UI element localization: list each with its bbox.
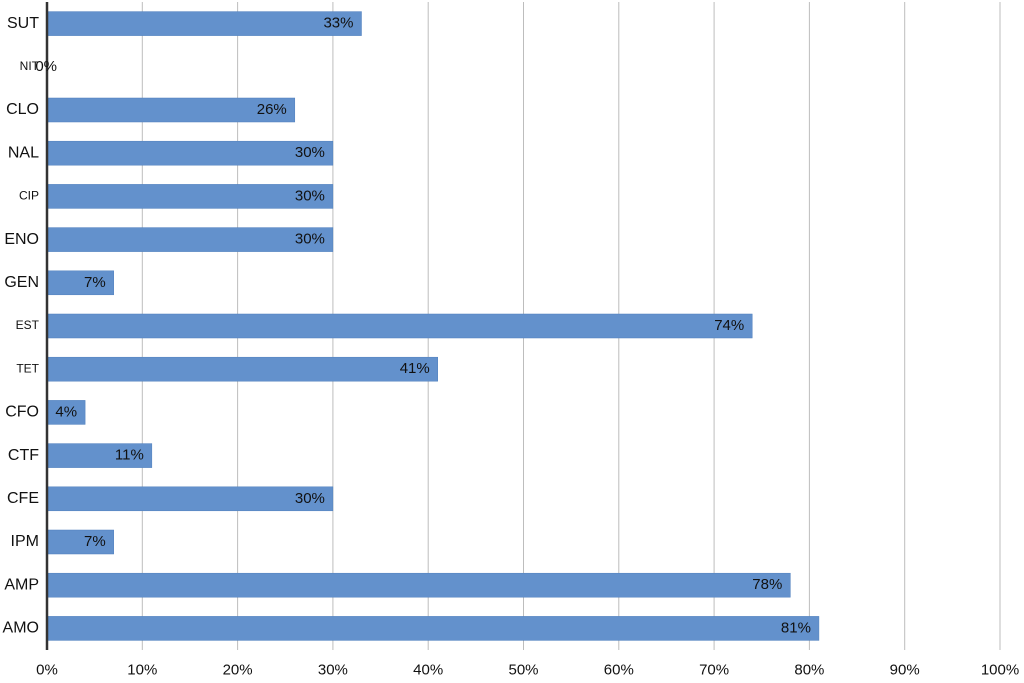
data-label: 7% [84,533,106,550]
data-label: 74% [714,317,744,334]
bar [46,11,362,36]
category-label: EST [16,318,40,332]
labels: 0% 10% 20% 30% 40% 50% 60% 70% 80% 90% 100% SUT 33% N… [3,15,1020,679]
data-label: 30% [295,490,325,507]
bar [46,184,334,209]
category-label: CLO [6,101,39,118]
data-label: 11% [115,447,144,464]
category-label: CFE [7,490,39,507]
data-label: 78% [752,576,782,593]
x-tick-label: 90% [890,661,920,678]
category-label: IPM [11,533,39,550]
data-label: 4% [55,403,77,420]
x-tick-label: 50% [508,661,538,678]
x-tick-label: 10% [127,661,157,678]
x-tick-label: 30% [318,661,348,678]
bar [46,572,791,598]
x-tick-label: 60% [604,661,634,678]
bar [46,140,334,166]
bar [46,227,334,252]
x-tick-label: 40% [413,661,443,678]
bar [46,486,334,512]
data-label: 41% [400,360,430,377]
category-label: GEN [4,274,39,291]
category-label: CIP [19,189,39,203]
category-label: AMP [4,576,39,593]
data-label: 0% [35,58,57,75]
bar [46,97,296,123]
bar [46,313,753,339]
category-label: NAL [8,144,39,161]
x-tick-label: 100% [981,661,1019,678]
data-label: 30% [295,187,325,204]
bar [46,616,820,641]
data-label: 7% [84,274,106,291]
category-label: TET [16,361,39,375]
bar [46,356,438,382]
x-tick-label: 70% [699,661,729,678]
x-tick-label: 0% [36,661,58,678]
data-label: 26% [257,101,287,118]
category-label: NIT [20,59,40,73]
bars [46,11,820,641]
data-label: 30% [295,144,325,161]
data-label: 30% [295,231,325,248]
category-label: AMO [3,620,39,637]
x-tick-label: 80% [794,661,824,678]
category-label: SUT [7,15,39,32]
data-label: 33% [323,15,353,32]
data-label: 81% [781,619,811,636]
category-label: ENO [4,231,39,248]
category-label: CFO [5,404,39,421]
x-tick-label: 20% [223,661,253,678]
category-label: CTF [8,447,39,464]
